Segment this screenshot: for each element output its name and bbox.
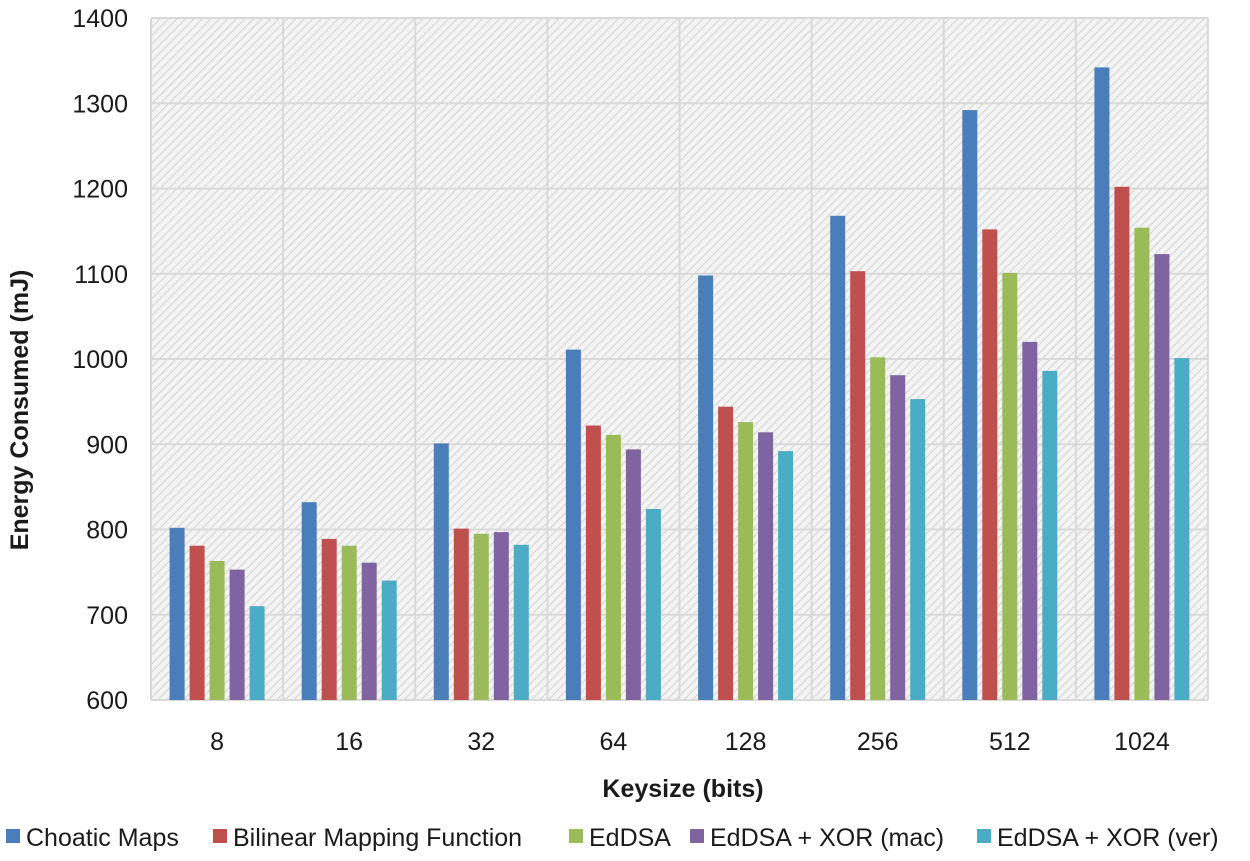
bar bbox=[962, 110, 978, 701]
bar bbox=[645, 509, 661, 700]
x-axis-title: Keysize (bits) bbox=[602, 775, 763, 803]
legend-swatch bbox=[977, 829, 991, 843]
legend-label: Choatic Maps bbox=[26, 824, 179, 852]
y-tick-label: 600 bbox=[86, 687, 128, 715]
y-tick-label: 1100 bbox=[74, 261, 128, 289]
legend-label: EdDSA bbox=[589, 824, 671, 852]
y-axis-ticks: 600 700 800 900 1000 1100 1200 1300 1400 bbox=[72, 5, 128, 715]
legend-label: EdDSA + XOR (ver) bbox=[997, 824, 1219, 852]
y-tick-label: 800 bbox=[86, 517, 128, 545]
legend-swatch bbox=[569, 829, 583, 843]
x-axis-ticks: 8 16 32 64 128 256 512 1024 bbox=[210, 728, 1170, 756]
y-tick-label: 900 bbox=[86, 431, 128, 459]
x-tick-label: 1024 bbox=[1114, 728, 1170, 756]
bar bbox=[890, 375, 906, 700]
bar bbox=[565, 349, 581, 700]
bar bbox=[453, 528, 469, 700]
legend-swatch bbox=[6, 829, 20, 843]
bar bbox=[301, 502, 317, 700]
bar bbox=[830, 215, 846, 701]
bar bbox=[698, 275, 714, 700]
bar bbox=[982, 229, 998, 700]
x-tick-label: 8 bbox=[210, 728, 224, 756]
legend-swatch bbox=[690, 829, 704, 843]
x-tick-label: 128 bbox=[725, 728, 767, 756]
bar bbox=[189, 545, 205, 700]
y-tick-label: 700 bbox=[86, 602, 128, 630]
y-axis-title: Energy Consumed (mJ) bbox=[6, 270, 34, 551]
bar bbox=[1134, 227, 1150, 700]
x-tick-label: 16 bbox=[335, 728, 363, 756]
bar bbox=[758, 432, 774, 700]
legend-label: EdDSA + XOR (mac) bbox=[710, 824, 944, 852]
bar bbox=[1174, 358, 1190, 700]
bar bbox=[1154, 254, 1170, 700]
bar bbox=[605, 434, 621, 700]
y-tick-label: 1000 bbox=[72, 346, 128, 374]
bar bbox=[870, 357, 886, 700]
bar bbox=[1114, 186, 1130, 701]
y-tick-label: 1300 bbox=[72, 90, 128, 118]
bar bbox=[850, 271, 866, 700]
bar bbox=[718, 406, 734, 700]
y-tick-label: 1400 bbox=[72, 5, 128, 33]
bar bbox=[381, 580, 397, 700]
bar bbox=[493, 532, 509, 700]
x-tick-label: 512 bbox=[989, 728, 1031, 756]
bar bbox=[209, 561, 225, 700]
bar bbox=[778, 451, 794, 700]
legend-swatch bbox=[213, 829, 227, 843]
bar bbox=[625, 449, 641, 700]
gridlines bbox=[150, 17, 1209, 701]
bar bbox=[169, 527, 185, 700]
bar bbox=[249, 606, 265, 700]
bar bbox=[433, 443, 449, 700]
bar bbox=[1094, 67, 1110, 700]
x-tick-label: 64 bbox=[600, 728, 628, 756]
bar bbox=[361, 562, 377, 700]
y-tick-label: 1200 bbox=[72, 176, 128, 204]
bar bbox=[738, 422, 754, 700]
legend: Choatic Maps Bilinear Mapping Function EdD… bbox=[6, 824, 1219, 852]
bar bbox=[473, 533, 489, 700]
bar bbox=[341, 545, 357, 700]
x-tick-label: 32 bbox=[467, 728, 495, 756]
bar bbox=[585, 425, 601, 700]
bar bbox=[513, 544, 529, 700]
x-tick-label: 256 bbox=[857, 728, 899, 756]
bar bbox=[1002, 272, 1018, 700]
bars bbox=[169, 67, 1190, 701]
bar bbox=[1022, 341, 1038, 700]
bar bbox=[910, 399, 926, 700]
bar bbox=[229, 569, 245, 700]
bar bbox=[321, 538, 337, 700]
bar bbox=[1042, 370, 1058, 700]
legend-label: Bilinear Mapping Function bbox=[233, 824, 522, 852]
